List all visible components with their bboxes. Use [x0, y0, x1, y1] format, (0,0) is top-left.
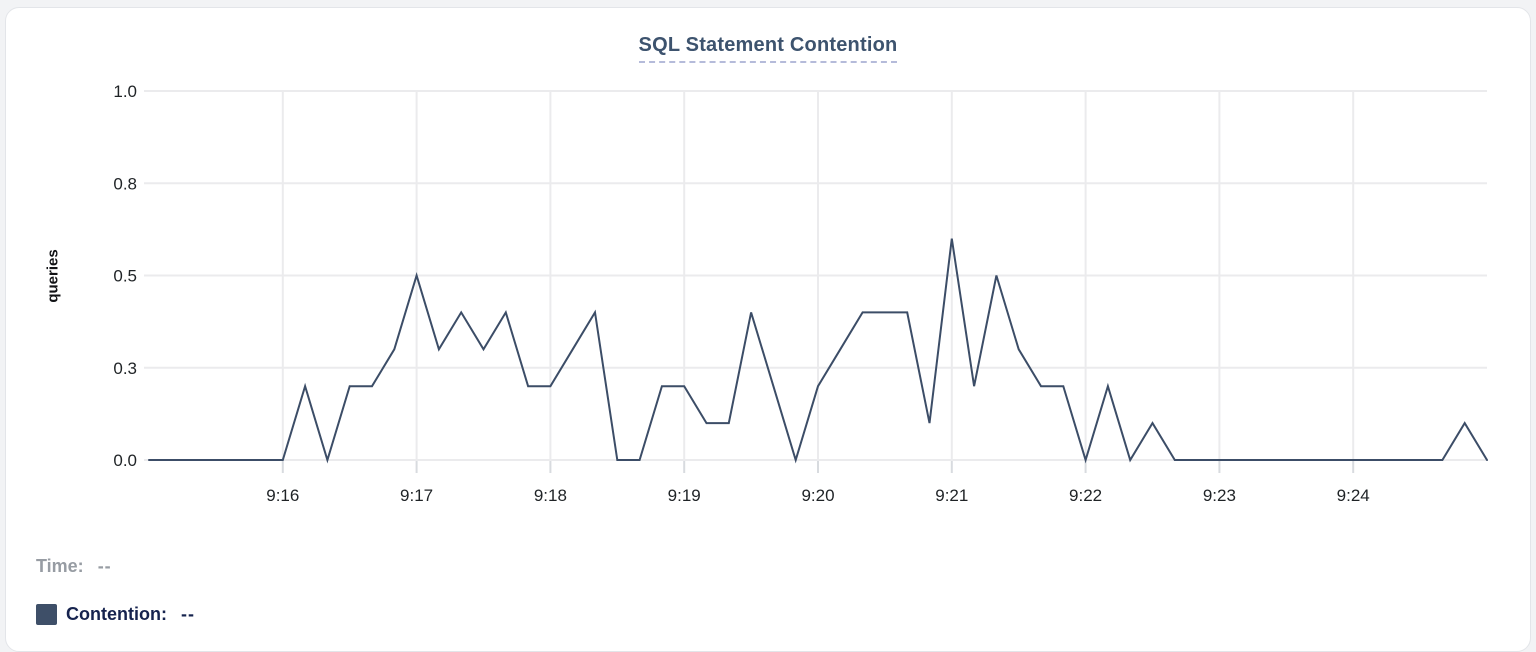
chart-card: SQL Statement Contention 0.0 0.3 0.5 0.8 1.0…	[5, 7, 1531, 652]
contention-line-series	[148, 238, 1488, 464]
y-tick-label: 0.3	[113, 359, 137, 378]
x-tick-label: 9:16	[266, 486, 299, 505]
contention-readout-value: --	[180, 603, 195, 624]
y-tick-label: 0.8	[113, 174, 137, 193]
x-tick-label: 9:18	[534, 486, 567, 505]
legend-contention-row[interactable]: Contention: --	[36, 601, 195, 627]
chart-header: SQL Statement Contention	[6, 34, 1530, 63]
x-tick-label: 9:19	[668, 486, 701, 505]
x-tick-label: 9:22	[1069, 486, 1102, 505]
x-tick-label: 9:23	[1203, 486, 1236, 505]
chart-title[interactable]: SQL Statement Contention	[638, 34, 898, 63]
time-readout-value: --	[97, 555, 112, 576]
y-axis-label: queries	[44, 249, 62, 303]
x-tick-label: 9:20	[801, 486, 834, 505]
x-tick-label: 9:17	[400, 486, 433, 505]
contention-readout-label: Contention:	[66, 603, 167, 624]
plot-area[interactable]: 0.0 0.3 0.5 0.8 1.0 9:16 9:17 9:18 9:19 9:20 9:21 9…	[6, 8, 1536, 538]
x-tick-label: 9:21	[935, 486, 968, 505]
y-tick-label: 0.5	[113, 267, 137, 286]
contention-series-swatch	[36, 603, 57, 625]
y-tick-label: 0.0	[113, 451, 137, 470]
time-readout-label: Time:	[36, 555, 84, 576]
legend-time-row: Time: --	[36, 553, 195, 579]
y-tick-label: 1.0	[113, 82, 137, 101]
chart-legend: Time: -- Contention: --	[36, 553, 195, 627]
x-tick-label: 9:24	[1337, 486, 1370, 505]
